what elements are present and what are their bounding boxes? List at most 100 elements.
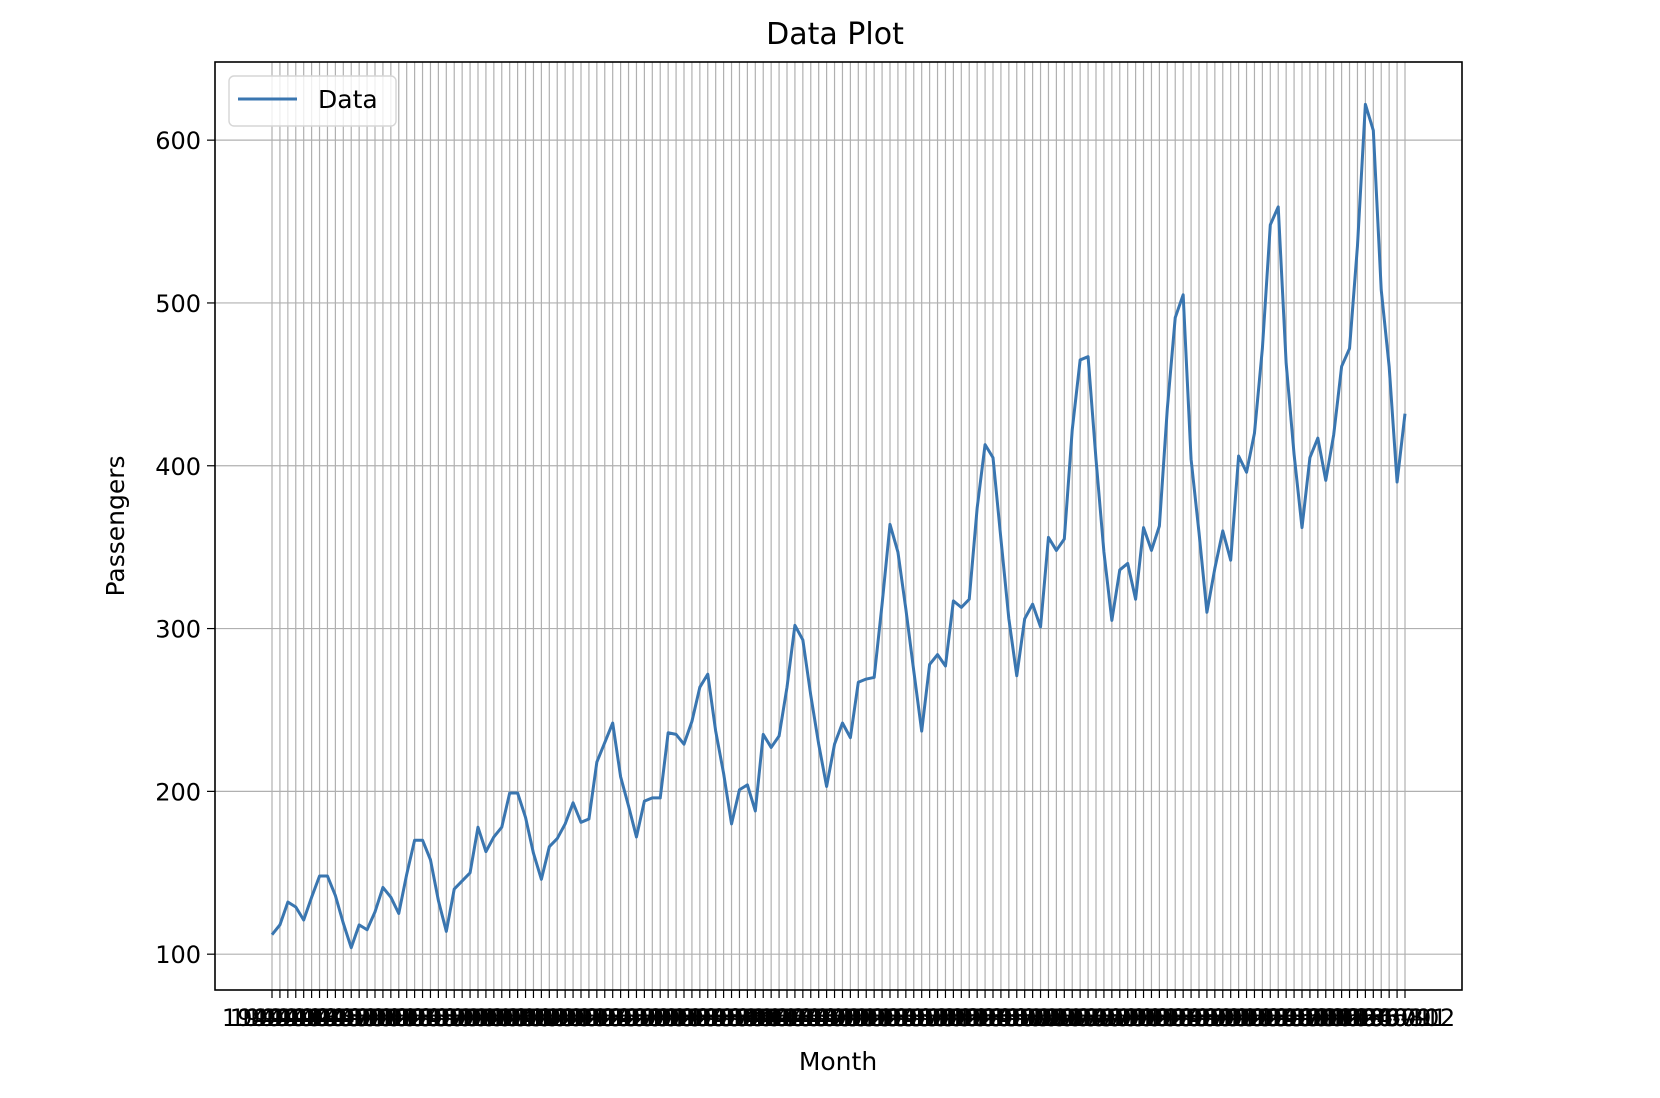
x-tick-label: 1955-09	[856, 1004, 956, 1032]
x-tick-label: 1950-01	[317, 1004, 417, 1032]
x-tick-label: 1955-05	[824, 1004, 924, 1032]
x-tick-label: 1956-04	[911, 1004, 1011, 1032]
x-tick-label: 1953-05	[634, 1004, 734, 1032]
x-tick-label: 1959-12	[1260, 1004, 1360, 1032]
x-tick-label: 1960-09	[1331, 1004, 1431, 1032]
x-tick-label: 1958-01	[1078, 1004, 1178, 1032]
x-tick-label: 1957-02	[990, 1004, 1090, 1032]
x-tick-label: 1952-08	[563, 1004, 663, 1032]
x-tick-label: 1950-07	[364, 1004, 464, 1032]
x-tick-label: 1953-08	[658, 1004, 758, 1032]
x-tick-label: 1955-02	[800, 1004, 900, 1032]
x-tick-label: 1956-12	[975, 1004, 1075, 1032]
x-tick-label: 1957-03	[998, 1004, 1098, 1032]
x-tick-label: 1957-05	[1014, 1004, 1114, 1032]
x-tick-label: 1958-06	[1117, 1004, 1217, 1032]
x-tick-label: 1950-11	[396, 1004, 496, 1032]
chart-title: Data Plot	[766, 17, 904, 52]
x-tick-label: 1958-07	[1125, 1004, 1225, 1032]
x-tick-label: 1958-08	[1133, 1004, 1233, 1032]
x-tick-label: 1949-06	[261, 1004, 361, 1032]
x-tick-label: 1949-02	[230, 1004, 330, 1032]
x-tick-label: 1960-11	[1347, 1004, 1447, 1032]
x-tick-label: 1954-02	[705, 1004, 805, 1032]
x-tick-label: 1955-10	[864, 1004, 964, 1032]
y-tick-label: 600	[155, 127, 201, 155]
x-tick-label: 1955-12	[879, 1004, 979, 1032]
x-tick-label: 1960-07	[1315, 1004, 1415, 1032]
x-tick-label: 1956-02	[895, 1004, 995, 1032]
legend-entry-data: Data	[318, 85, 378, 114]
x-tick-label: 1952-10	[578, 1004, 678, 1032]
x-tick-label: 1949-11	[301, 1004, 401, 1032]
x-tick-label: 1950-04	[341, 1004, 441, 1032]
x-tick-label: 1954-05	[729, 1004, 829, 1032]
x-tick-label: 1952-05	[539, 1004, 639, 1032]
y-tick-label: 400	[155, 453, 201, 481]
x-tick-label: 1952-11	[586, 1004, 686, 1032]
x-tick-label: 1956-11	[967, 1004, 1067, 1032]
x-tick-label: 1952-02	[515, 1004, 615, 1032]
x-tick-label: 1960-03	[1284, 1004, 1384, 1032]
x-tick-label: 1957-07	[1030, 1004, 1130, 1032]
x-tick-label: 1957-06	[1022, 1004, 1122, 1032]
x-tick-label: 1953-09	[666, 1004, 766, 1032]
y-tick-label: 100	[155, 941, 201, 969]
x-tick-label: 1949-07	[269, 1004, 369, 1032]
y-axis-label: Passengers	[101, 455, 130, 596]
x-tick-label: 1949-04	[246, 1004, 346, 1032]
x-tick-label: 1949-09	[285, 1004, 385, 1032]
x-tick-label: 1956-05	[919, 1004, 1019, 1032]
x-tick-label: 1959-03	[1188, 1004, 1288, 1032]
x-tick-label: 1957-08	[1038, 1004, 1138, 1032]
x-tick-label: 1951-03	[428, 1004, 528, 1032]
x-tick-label: 1951-06	[452, 1004, 552, 1032]
x-tick-label: 1950-10	[388, 1004, 488, 1032]
x-tick-label: 1951-09	[475, 1004, 575, 1032]
x-tick-label: 1958-03	[1093, 1004, 1193, 1032]
x-tick-label: 1959-10	[1244, 1004, 1344, 1032]
x-tick-label: 1958-02	[1085, 1004, 1185, 1032]
x-tick-label: 1950-03	[333, 1004, 433, 1032]
x-tick-label: 1953-01	[602, 1004, 702, 1032]
x-tick-label: 1954-08	[753, 1004, 853, 1032]
x-tick-label: 1954-07	[745, 1004, 845, 1032]
x-tick-label: 1956-10	[959, 1004, 1059, 1032]
x-tick-label: 1958-09	[1141, 1004, 1241, 1032]
x-tick-label: 1959-04	[1196, 1004, 1296, 1032]
y-tick-label: 200	[155, 778, 201, 806]
x-tick-label: 1959-06	[1212, 1004, 1312, 1032]
x-tick-label: 1959-05	[1204, 1004, 1304, 1032]
x-tick-label: 1951-08	[467, 1004, 567, 1032]
x-tick-label: 1956-08	[943, 1004, 1043, 1032]
x-tick-label: 1953-04	[626, 1004, 726, 1032]
x-tick-label: 1957-09	[1046, 1004, 1146, 1032]
x-tick-label: 1955-08	[848, 1004, 948, 1032]
x-tick-label: 1954-04	[721, 1004, 821, 1032]
x-tick-label: 1960-06	[1307, 1004, 1407, 1032]
x-tick-label: 1950-02	[325, 1004, 425, 1032]
x-tick-label: 1953-12	[689, 1004, 789, 1032]
x-tick-label: 1953-11	[681, 1004, 781, 1032]
x-tick-label: 1952-04	[531, 1004, 631, 1032]
x-tick-label: 1959-01	[1173, 1004, 1273, 1032]
x-tick-label: 1954-03	[713, 1004, 813, 1032]
x-tick-label: 1960-12	[1355, 1004, 1455, 1032]
x-tick-label: 1954-12	[784, 1004, 884, 1032]
x-tick-label: 1952-01	[507, 1004, 607, 1032]
x-tick-label: 1951-11	[491, 1004, 591, 1032]
x-tick-label: 1956-06	[927, 1004, 1027, 1032]
legend: Data	[228, 75, 397, 127]
x-tick-label: 1949-12	[309, 1004, 409, 1032]
x-tick-label: 1958-04	[1101, 1004, 1201, 1032]
x-tick-label: 1955-11	[872, 1004, 972, 1032]
x-tick-label: 1960-04	[1291, 1004, 1391, 1032]
x-tick-label: 1957-11	[1062, 1004, 1162, 1032]
x-axis-label: Month	[799, 1047, 877, 1076]
x-tick-label: 1949-05	[254, 1004, 354, 1032]
x-tick-label: 1957-12	[1070, 1004, 1170, 1032]
x-tick-label: 1954-11	[776, 1004, 876, 1032]
x-tick-label: 1952-03	[523, 1004, 623, 1032]
x-tick-label: 1956-09	[951, 1004, 1051, 1032]
